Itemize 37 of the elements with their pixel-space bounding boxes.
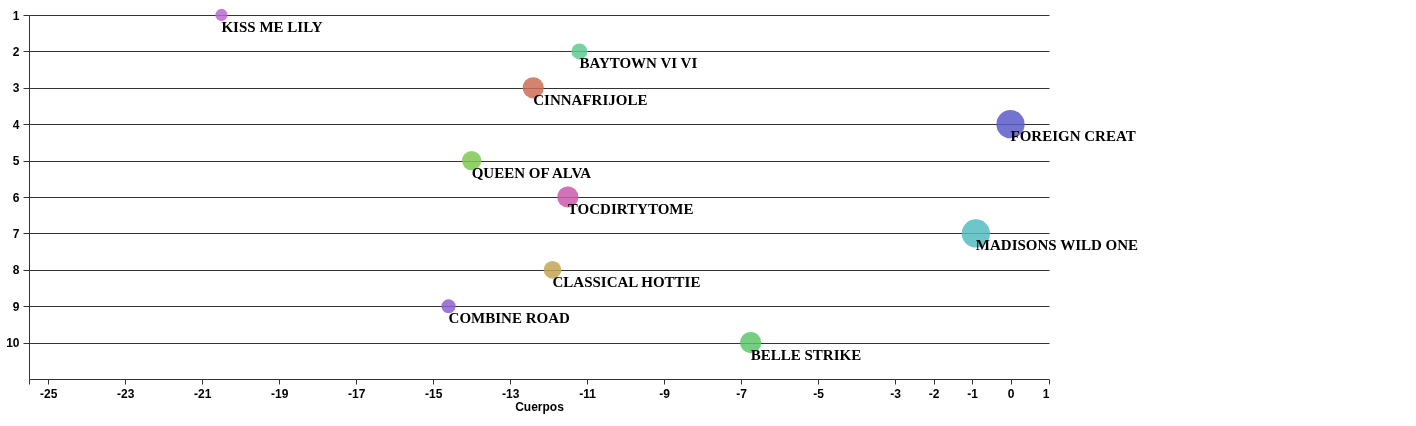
y-tick-label: 1: [12, 8, 20, 23]
annotation: CINNAFRIJOLE: [533, 91, 648, 108]
y-tick-label: 5: [12, 154, 20, 169]
annotation: MADISONS WILD ONE: [975, 237, 1139, 254]
annotation: QUEEN OF ALVA: [471, 164, 592, 181]
annotation: BAYTOWN VI VI: [579, 55, 698, 72]
y-tick-label: 6: [12, 190, 20, 205]
x-tick-label: -19: [271, 386, 289, 401]
y-tick-label: 10: [6, 336, 20, 351]
x-tick-label: -7: [736, 386, 748, 401]
y-tick-label: 7: [12, 226, 20, 241]
annotation: COMBINE ROAD: [448, 310, 570, 327]
annotation: BELLE STRIKE: [750, 346, 862, 363]
x-tick-label: -23: [117, 386, 135, 401]
y-tick-label: 8: [12, 263, 20, 278]
annotation: KISS ME LILY: [221, 19, 323, 35]
y-tick-label: 4: [12, 117, 20, 132]
x-tick-label: -15: [424, 386, 443, 401]
y-tick-label: 3: [12, 81, 20, 96]
x-tick-label: -3: [890, 386, 902, 401]
x-tick-label: 0: [1007, 386, 1015, 401]
x-tick-label: -11: [579, 386, 597, 401]
x-tick-label: -13: [501, 386, 520, 401]
x-tick-label: -2: [928, 386, 940, 401]
x-tick-label: -5: [813, 386, 825, 401]
x-tick-label: -17: [348, 386, 366, 401]
x-tick-label: -9: [659, 386, 671, 401]
x-tick-label: -1: [967, 386, 979, 401]
x-tick-label: -21: [194, 386, 212, 401]
y-tick-label: 9: [12, 299, 20, 314]
annotation: TOCDIRTYTOME: [567, 201, 694, 217]
x-tick-label: -25: [40, 386, 58, 401]
annotation: CLASSICAL HOTTIE: [552, 273, 701, 290]
y-tick-label: 2: [12, 44, 20, 59]
x-tick-label: 1: [1042, 386, 1050, 401]
annotation: FOREIGN CREAT: [1010, 128, 1136, 145]
x-axis-title: Cuerpos: [515, 399, 565, 414]
